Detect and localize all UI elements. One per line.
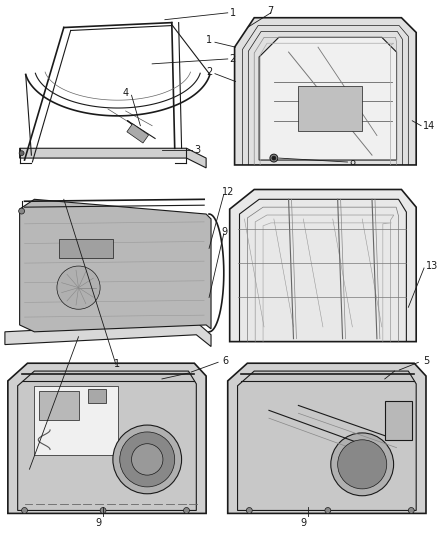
Text: 1: 1 <box>230 8 236 18</box>
Bar <box>34 386 118 455</box>
Text: 14: 14 <box>423 120 435 131</box>
Text: 5: 5 <box>423 356 429 366</box>
Text: 2: 2 <box>206 67 212 77</box>
Circle shape <box>338 440 387 489</box>
Text: 9: 9 <box>300 518 306 528</box>
Circle shape <box>21 507 28 513</box>
Polygon shape <box>228 363 426 513</box>
Circle shape <box>19 151 24 156</box>
Text: 2: 2 <box>230 54 236 64</box>
Text: 6: 6 <box>223 356 229 366</box>
Bar <box>385 400 412 440</box>
Text: 9: 9 <box>95 518 101 528</box>
Circle shape <box>184 507 190 513</box>
Bar <box>127 124 148 143</box>
Polygon shape <box>230 190 416 342</box>
Text: 3: 3 <box>194 145 201 155</box>
Text: 11: 11 <box>18 471 31 481</box>
Circle shape <box>270 154 278 162</box>
Polygon shape <box>235 18 416 165</box>
Text: 12: 12 <box>222 188 234 197</box>
Circle shape <box>272 156 276 160</box>
Text: 1: 1 <box>114 359 120 369</box>
Text: 8: 8 <box>350 157 356 167</box>
Circle shape <box>113 425 182 494</box>
Circle shape <box>246 507 252 513</box>
Circle shape <box>19 208 25 214</box>
Circle shape <box>331 433 394 496</box>
Polygon shape <box>259 37 396 160</box>
Bar <box>88 389 106 403</box>
Polygon shape <box>20 199 211 332</box>
Polygon shape <box>8 363 206 513</box>
Bar <box>59 239 113 258</box>
Circle shape <box>120 432 175 487</box>
Circle shape <box>131 443 163 475</box>
Circle shape <box>100 507 106 513</box>
Text: 4: 4 <box>123 88 129 98</box>
Circle shape <box>325 507 331 513</box>
Polygon shape <box>237 371 416 511</box>
Circle shape <box>408 507 414 513</box>
Text: 7: 7 <box>267 6 273 16</box>
Text: 13: 13 <box>426 261 438 271</box>
Bar <box>39 391 78 420</box>
Polygon shape <box>20 148 206 168</box>
Polygon shape <box>5 322 211 346</box>
Circle shape <box>57 266 100 309</box>
Polygon shape <box>18 371 196 511</box>
Text: 1: 1 <box>206 35 212 45</box>
Bar <box>298 86 362 131</box>
Text: 9: 9 <box>222 227 228 237</box>
